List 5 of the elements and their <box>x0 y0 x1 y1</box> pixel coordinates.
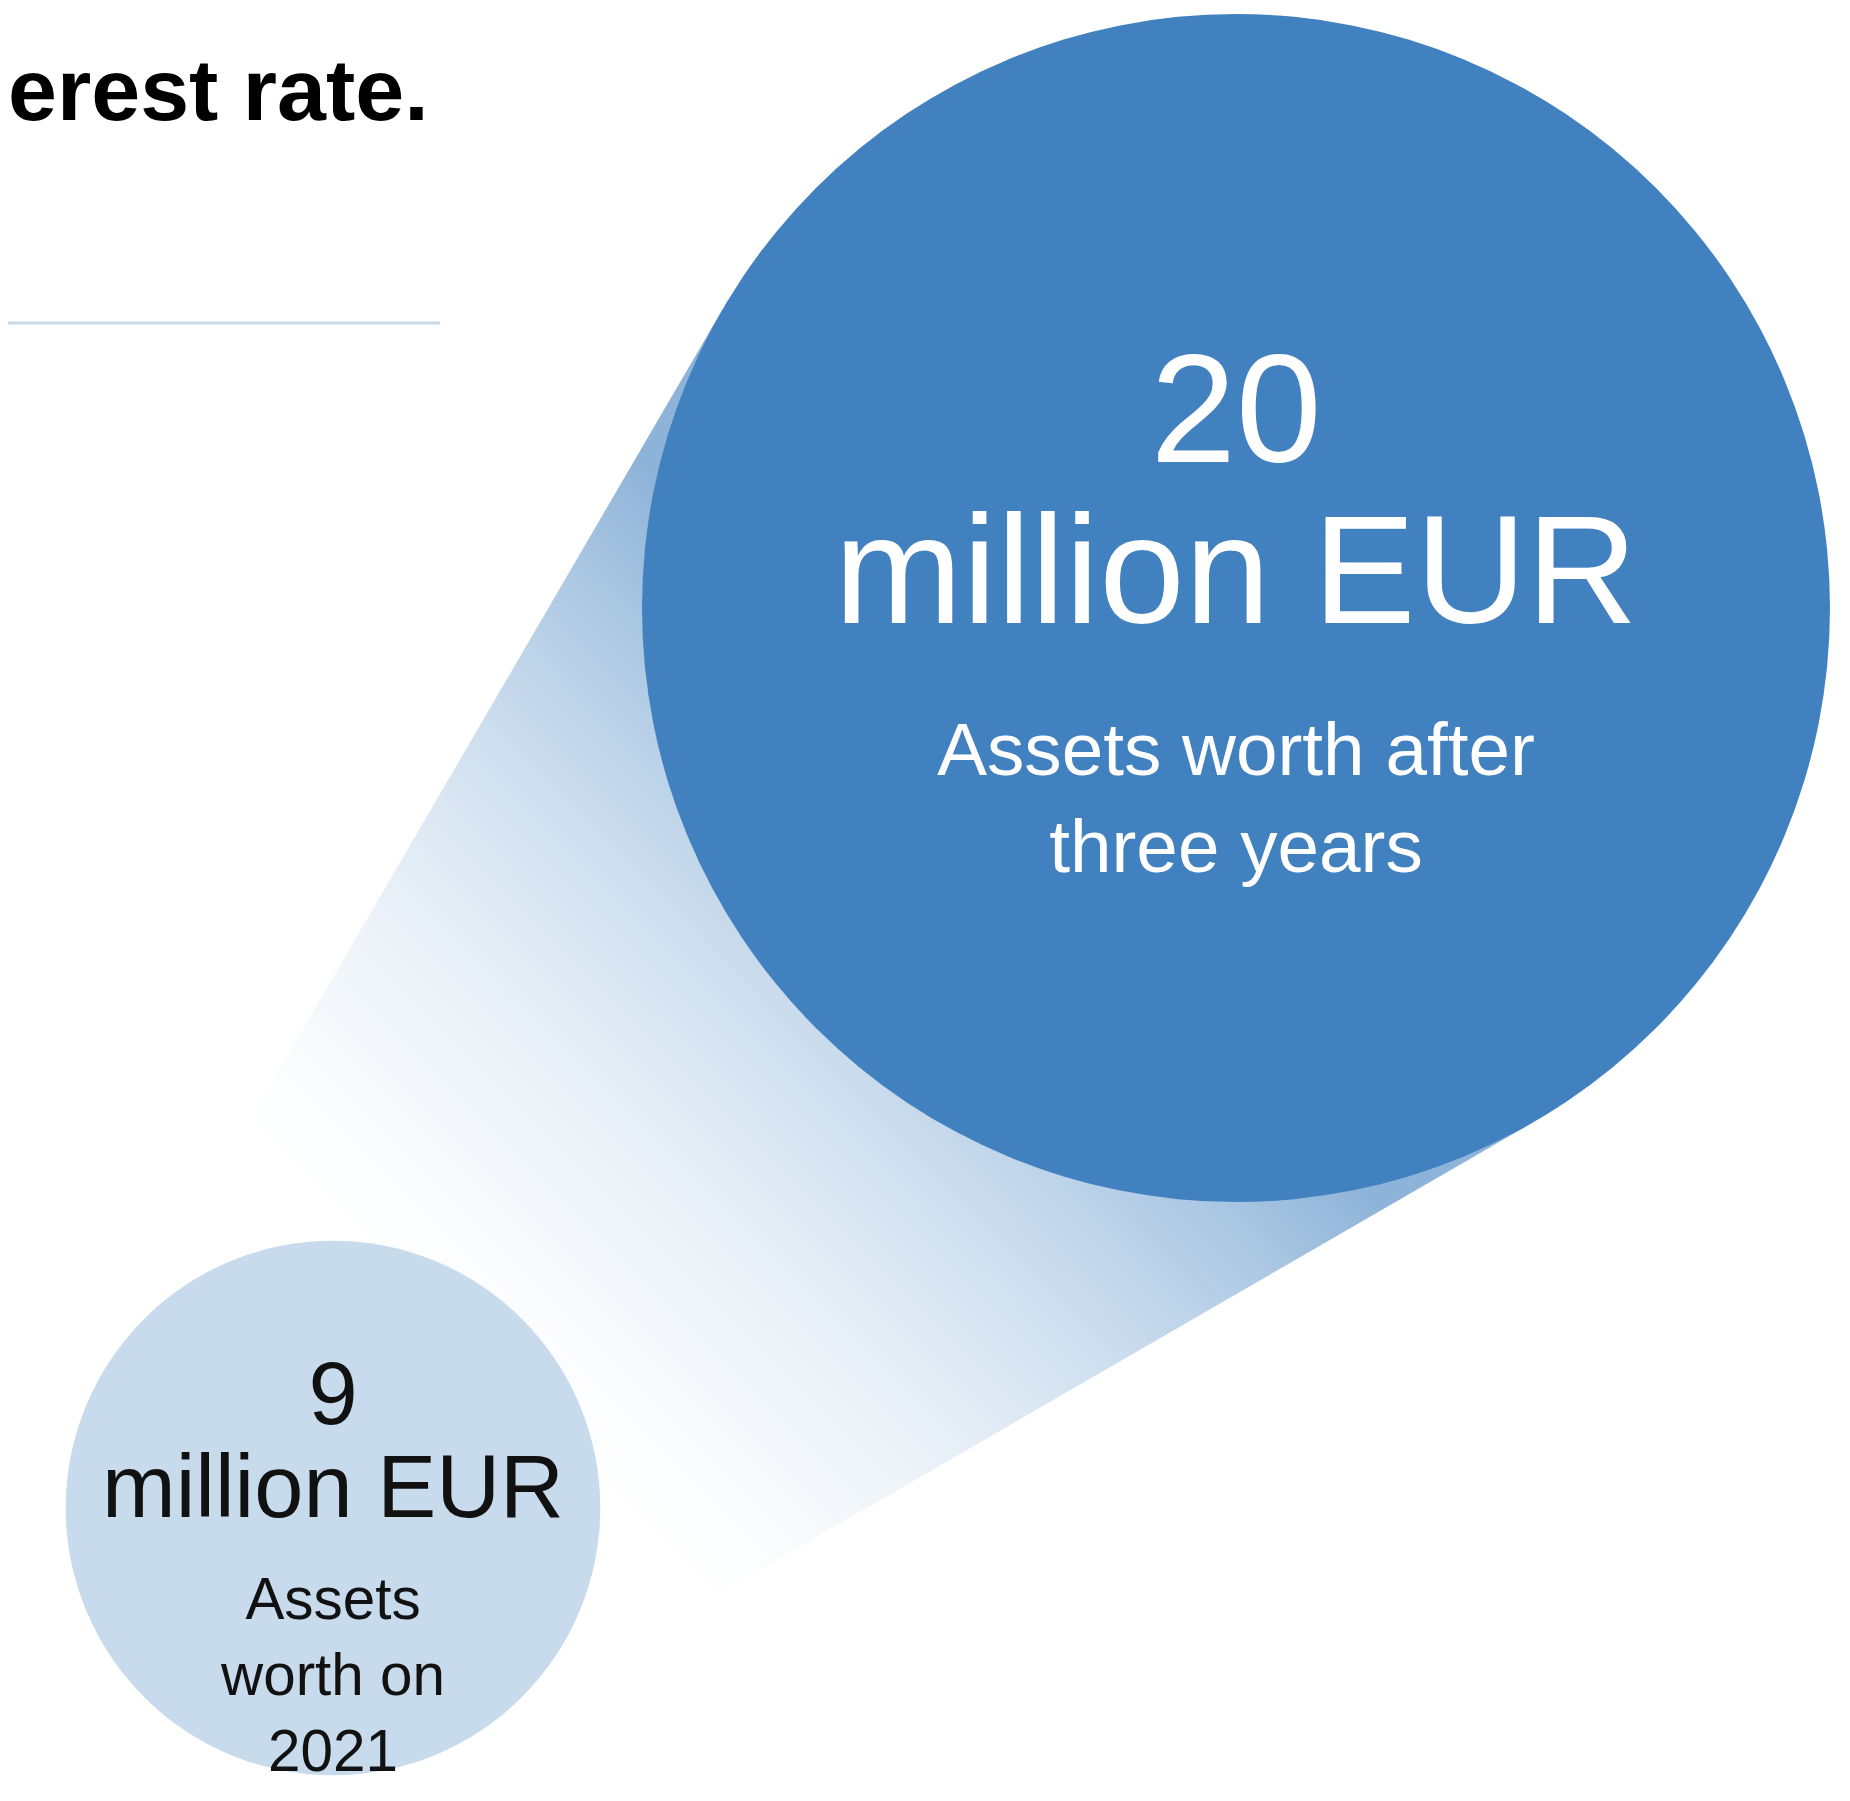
category-label: Assets worth after three years <box>937 706 1535 889</box>
category-label: Assets worth on 2021 <box>220 1566 445 1784</box>
data-label: 9 million EUR <box>101 1343 565 1536</box>
data-label: 20 million EUR <box>834 322 1638 657</box>
text: erest rate. <box>8 40 429 139</box>
